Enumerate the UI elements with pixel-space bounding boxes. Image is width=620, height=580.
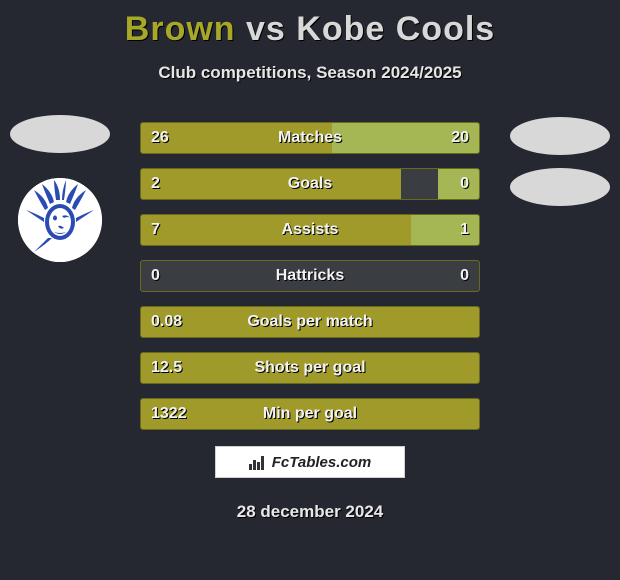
- stat-row: 00Hattricks: [140, 260, 480, 292]
- stat-row: 0.08Goals per match: [140, 306, 480, 338]
- stat-row: 1322Min per goal: [140, 398, 480, 430]
- stat-label: Assists: [141, 215, 479, 245]
- stat-row: 71Assists: [140, 214, 480, 246]
- bars-icon: [249, 454, 267, 470]
- player1-name: Brown: [125, 10, 236, 48]
- brand-text: FcTables.com: [272, 454, 371, 471]
- club-logo: [18, 178, 102, 262]
- ellipse-icon: [10, 115, 110, 153]
- comparison-card: Brown vs Kobe Cools Club competitions, S…: [0, 0, 620, 580]
- indian-head-icon: [18, 178, 102, 262]
- stat-label: Min per goal: [141, 399, 479, 429]
- stat-row: 20Goals: [140, 168, 480, 200]
- vs-text: vs: [246, 10, 286, 48]
- stat-row: 2620Matches: [140, 122, 480, 154]
- main-title: Brown vs Kobe Cools: [0, 0, 620, 49]
- player2-club-placeholder: [510, 168, 610, 206]
- ellipse-icon: [510, 117, 610, 155]
- stat-bars: 2620Matches 20Goals 71Assists 00Hattricks 0.…: [140, 122, 480, 444]
- stat-label: Shots per goal: [141, 353, 479, 383]
- player2-logo-placeholder: [510, 117, 610, 167]
- date-text: 28 december 2024: [0, 502, 620, 522]
- stat-label: Matches: [141, 123, 479, 153]
- stat-row: 12.5Shots per goal: [140, 352, 480, 384]
- player1-logo-placeholder: [10, 115, 110, 165]
- stat-label: Hattricks: [141, 261, 479, 291]
- stat-label: Goals per match: [141, 307, 479, 337]
- stat-label: Goals: [141, 169, 479, 199]
- brand-logo: FcTables.com: [215, 446, 405, 478]
- player2-name: Kobe Cools: [296, 10, 495, 48]
- subtitle: Club competitions, Season 2024/2025: [0, 63, 620, 83]
